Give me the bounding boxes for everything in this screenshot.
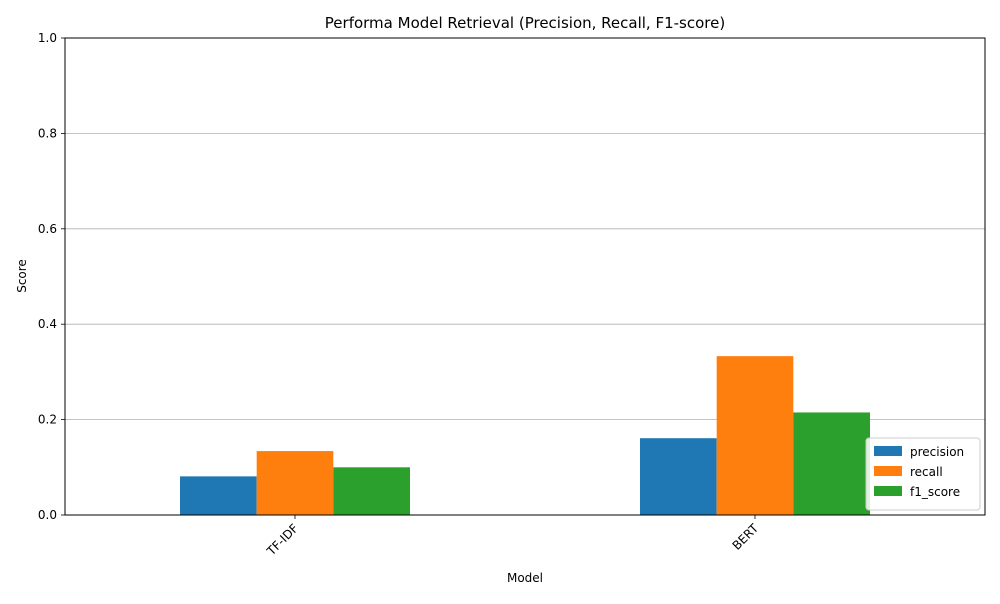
bar-precision-tf-idf xyxy=(180,476,257,515)
y-tick-label: 0.8 xyxy=(38,126,57,140)
bar-precision-bert xyxy=(640,438,717,515)
x-tick-label: TF-IDF xyxy=(263,521,301,559)
y-tick-label: 0.6 xyxy=(38,222,57,236)
legend-swatch-precision xyxy=(874,446,902,456)
bar-f1_score-tf-idf xyxy=(333,467,410,515)
legend-label-precision: precision xyxy=(910,445,964,459)
y-axis-title: Score xyxy=(15,259,29,293)
bar-f1_score-bert xyxy=(793,412,870,515)
bars xyxy=(180,356,870,515)
legend-label-recall: recall xyxy=(910,465,943,479)
chart-title: Performa Model Retrieval (Precision, Rec… xyxy=(325,14,725,32)
bar-recall-tf-idf xyxy=(256,451,334,515)
x-axis-title: Model xyxy=(507,571,543,585)
plot-frame xyxy=(64,37,986,516)
y-tick-label: 0.0 xyxy=(38,508,57,522)
y-tick-label: 0.2 xyxy=(38,413,57,427)
bar-recall-bert xyxy=(716,356,794,515)
legend-swatch-recall xyxy=(874,466,902,476)
x-tick-label: BERT xyxy=(730,521,762,553)
y-tick-label: 1.0 xyxy=(38,31,57,45)
y-tick-label: 0.4 xyxy=(38,317,57,331)
legend-swatch-f1_score xyxy=(874,486,902,496)
legend-label-f1_score: f1_score xyxy=(910,485,960,499)
legend: precision recall f1_score xyxy=(865,437,981,511)
